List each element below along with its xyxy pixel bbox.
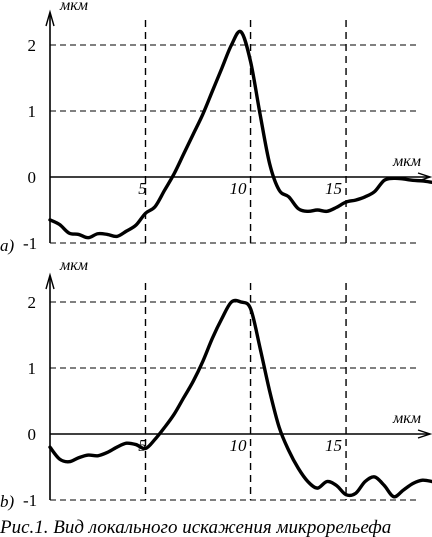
x-tick-label: 10 xyxy=(230,436,248,455)
y-axis-unit-label: мкм xyxy=(59,0,88,14)
y-tick-label: 2 xyxy=(28,293,37,312)
x-tick-label: 15 xyxy=(325,436,342,455)
x-tick-label: 5 xyxy=(138,436,147,455)
y-tick-label: -1 xyxy=(23,234,37,253)
x-tick-label: 5 xyxy=(138,179,147,198)
y-axis-arrow xyxy=(45,272,55,290)
y-tick-label: 0 xyxy=(28,425,37,444)
x-axis-unit-label: мкм xyxy=(392,153,421,170)
y-tick-label: -1 xyxy=(23,491,37,510)
y-tick-label: 1 xyxy=(28,359,37,378)
y-axis-arrow xyxy=(45,9,55,27)
series-line xyxy=(48,298,432,499)
y-tick-label: 1 xyxy=(28,102,37,121)
x-tick-label: 15 xyxy=(325,179,342,198)
y-tick-label: 2 xyxy=(28,36,37,55)
y-tick-label: 0 xyxy=(28,168,37,187)
panel-label: b) xyxy=(0,492,15,511)
figure-caption: Рис.1. Вид локального искажения микрорел… xyxy=(0,517,391,537)
series-line xyxy=(48,29,432,240)
y-axis-unit-label: мкм xyxy=(59,257,88,274)
x-tick-label: 10 xyxy=(230,179,248,198)
panel-label: a) xyxy=(0,236,15,255)
x-axis-unit-label: мкм xyxy=(392,410,421,427)
x-axis-arrow xyxy=(417,429,432,439)
